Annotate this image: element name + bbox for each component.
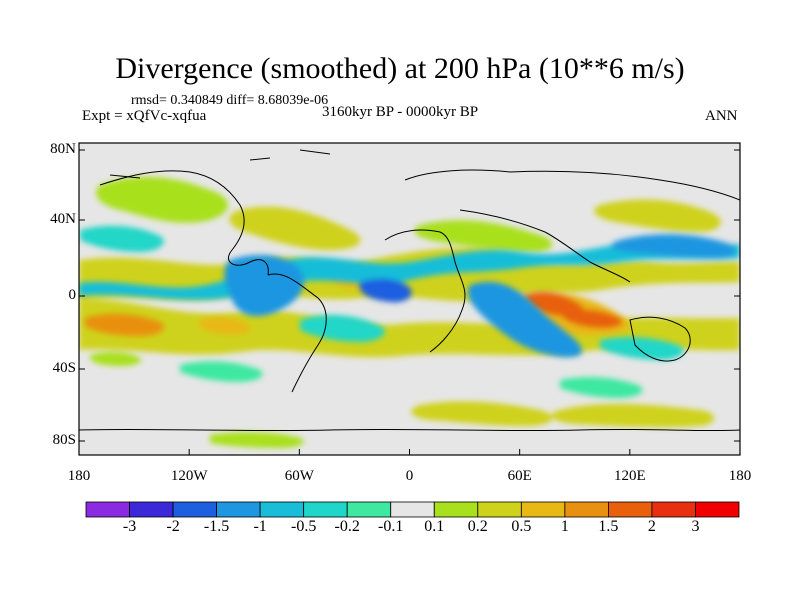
lon-tick-120W: 120W [170, 468, 208, 484]
season-label: ANN [705, 108, 738, 124]
divergence-field [79, 176, 740, 448]
colorbar-label: -0.5 [290, 518, 317, 535]
lon-tick-60W: 60W [284, 468, 314, 484]
colorbar-label: 0.5 [511, 518, 532, 535]
colorbar [85, 501, 740, 518]
colorbar-label: 2 [647, 518, 656, 535]
lat-tick-40S: 40S [52, 360, 76, 376]
colorbar-label: -1 [253, 518, 267, 535]
lat-tick-40N: 40N [50, 211, 76, 227]
colorbar-label: -0.2 [334, 518, 360, 535]
colorbar-box [695, 501, 740, 518]
lat-tick-80N: 80N [50, 141, 76, 157]
colorbar-label: 3 [691, 518, 700, 535]
colorbar-box [520, 501, 566, 518]
axis-ticks [78, 149, 741, 455]
lon-tick-180: 180 [728, 468, 752, 484]
colorbar-label: -0.1 [378, 518, 404, 535]
lat-tick-80S: 80S [52, 432, 76, 448]
colorbar-label: 1.5 [598, 518, 619, 535]
colorbar-box [477, 501, 522, 518]
figure-title: Divergence (smoothed) at 200 hPa (10**6 … [115, 52, 685, 85]
colorbar-box [346, 501, 392, 518]
lon-tick-120E: 120E [613, 468, 646, 484]
rmsd-diff-stats: rmsd= 0.340849 diff= 8.68039e-06 [131, 93, 329, 108]
colorbar-box [85, 501, 130, 518]
colorbar-label: -3 [122, 518, 137, 535]
lon-tick-0: 0 [405, 468, 414, 484]
colorbar-box [564, 501, 609, 518]
colorbar-box [608, 501, 653, 518]
colorbar-label: 1 [560, 518, 569, 535]
lon-tick-180: 180 [67, 468, 91, 484]
colorbar-box [216, 501, 261, 518]
colorbar-box [433, 501, 479, 518]
colorbar-box [129, 501, 174, 518]
colorbar-label: 0.1 [424, 518, 445, 535]
colorbar-box [259, 501, 305, 518]
colorbar-box [651, 501, 696, 518]
colorbar-box [303, 501, 348, 518]
colorbar-label: 0.2 [467, 518, 488, 535]
lat-tick-0: 0 [68, 287, 77, 303]
colorbar-label: -2 [166, 518, 180, 535]
experiment-label: Expt = xQfVc-xqfua [82, 108, 207, 124]
lon-tick-60E: 60E [507, 468, 532, 484]
colorbar-label: -1.5 [203, 518, 230, 535]
colorbar-box [390, 501, 435, 518]
coastlines [79, 149, 740, 432]
period-label: 3160kyr BP - 0000kyr BP [322, 104, 479, 120]
colorbar-box [172, 501, 217, 518]
